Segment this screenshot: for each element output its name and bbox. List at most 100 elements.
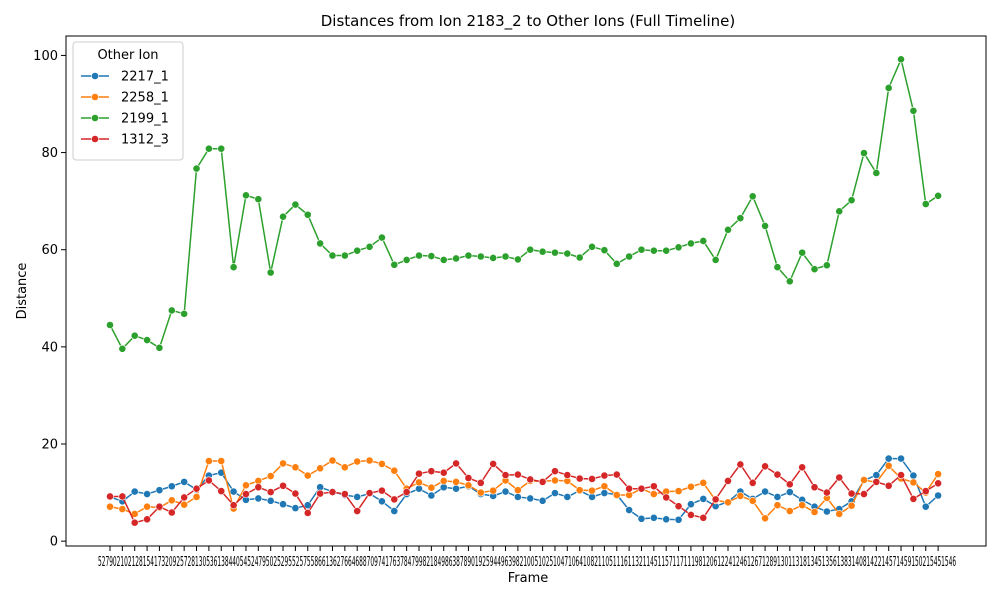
- data-point: [415, 478, 423, 487]
- legend-label: 1312_3: [121, 133, 169, 148]
- data-point: [328, 251, 337, 260]
- data-point: [242, 191, 250, 200]
- data-point: [415, 251, 423, 260]
- data-point: [897, 55, 905, 64]
- data-point: [687, 482, 695, 491]
- data-point: [538, 496, 547, 505]
- data-point: [785, 507, 794, 515]
- data-point: [254, 483, 263, 492]
- data-point: [625, 252, 634, 261]
- data-point: [773, 501, 782, 510]
- data-point: [489, 486, 498, 495]
- data-point: [106, 502, 114, 511]
- data-point: [637, 514, 646, 523]
- data-point: [748, 478, 757, 487]
- data-point: [736, 214, 745, 223]
- series-2217_1: [106, 454, 943, 524]
- data-point: [612, 470, 621, 479]
- data-point: [365, 456, 374, 465]
- data-point: [217, 487, 226, 496]
- data-point: [378, 460, 386, 468]
- data-point: [884, 461, 893, 470]
- data-point: [625, 484, 634, 493]
- data-point: [452, 254, 460, 263]
- data-point: [353, 507, 362, 515]
- data-point: [625, 506, 634, 514]
- data-point: [600, 471, 609, 480]
- data-point: [242, 481, 250, 490]
- data-point: [612, 491, 621, 499]
- data-point: [822, 261, 831, 270]
- data-point: [872, 169, 881, 177]
- y-tick-label: 80: [41, 146, 58, 161]
- data-point: [155, 343, 164, 352]
- data-point: [180, 500, 189, 509]
- data-point: [736, 460, 745, 469]
- data-point: [303, 210, 312, 219]
- data-point: [711, 495, 720, 504]
- data-point: [835, 473, 844, 482]
- y-tick-label: 60: [41, 243, 58, 258]
- data-point: [860, 490, 868, 498]
- data-point: [489, 254, 498, 262]
- data-point: [180, 309, 189, 318]
- data-point: [155, 486, 164, 495]
- data-point: [798, 501, 807, 510]
- data-point: [773, 493, 782, 501]
- data-point: [934, 491, 943, 500]
- data-point: [291, 200, 300, 209]
- data-point: [192, 484, 201, 493]
- data-point: [761, 514, 769, 523]
- legend-swatch-marker: [91, 93, 99, 101]
- data-point: [501, 252, 510, 261]
- data-point: [736, 492, 745, 500]
- data-point: [106, 492, 114, 501]
- data-point: [316, 464, 325, 473]
- data-point: [847, 501, 856, 510]
- data-point: [118, 492, 127, 501]
- data-point: [921, 502, 930, 511]
- data-point: [229, 263, 238, 272]
- data-point: [538, 247, 547, 256]
- data-point: [130, 487, 139, 496]
- data-point: [526, 245, 535, 254]
- data-point: [217, 457, 226, 465]
- data-point: [687, 511, 695, 519]
- data-point: [390, 507, 399, 515]
- data-point: [687, 500, 695, 509]
- data-point: [513, 486, 522, 495]
- data-point: [847, 489, 856, 498]
- data-point: [476, 488, 485, 497]
- data-point: [724, 477, 732, 485]
- data-point: [551, 467, 559, 476]
- data-point: [773, 263, 782, 272]
- data-point: [575, 474, 584, 483]
- data-point: [637, 484, 646, 493]
- series-2199_1: [106, 55, 943, 353]
- data-point: [439, 477, 448, 485]
- data-point: [340, 251, 349, 260]
- data-point: [439, 256, 448, 264]
- data-point: [785, 488, 794, 496]
- data-point: [551, 489, 559, 497]
- data-point: [699, 494, 708, 503]
- data-point: [328, 488, 337, 496]
- data-point: [291, 463, 300, 472]
- data-point: [452, 477, 460, 486]
- data-point: [254, 494, 263, 503]
- data-point: [835, 207, 844, 216]
- data-point: [872, 477, 881, 486]
- data-point: [118, 344, 127, 353]
- data-point: [476, 252, 485, 261]
- data-point: [761, 462, 769, 471]
- data-point: [143, 515, 151, 524]
- data-point: [612, 259, 621, 268]
- data-point: [563, 493, 572, 501]
- data-point: [316, 489, 325, 498]
- data-point: [439, 468, 448, 477]
- x-axis-title: Frame: [508, 571, 549, 586]
- data-point: [575, 253, 584, 262]
- data-point: [674, 243, 683, 252]
- data-point: [106, 321, 114, 329]
